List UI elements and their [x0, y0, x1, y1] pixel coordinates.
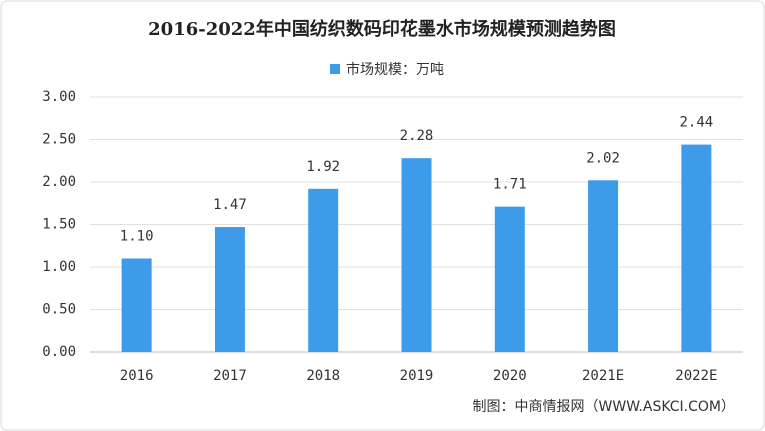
- x-tick-label: 2021E: [582, 368, 624, 384]
- data-label: 2.02: [586, 150, 620, 166]
- y-tick-label: 1.50: [42, 217, 76, 233]
- data-label: 1.47: [213, 197, 247, 213]
- bar: [121, 258, 152, 352]
- bar: [308, 188, 339, 352]
- y-tick-label: 2.50: [42, 132, 76, 148]
- y-tick-label: 2.00: [42, 174, 76, 190]
- bar: [588, 180, 619, 352]
- data-label: 1.92: [306, 159, 340, 175]
- bar: [401, 158, 432, 352]
- x-tick-label: 2020: [493, 368, 527, 384]
- legend-label: 市场规模：万吨: [346, 61, 444, 78]
- x-tick-label: 2022E: [675, 368, 717, 384]
- bar: [494, 206, 525, 352]
- x-tick-label: 2016: [120, 368, 154, 384]
- y-tick-label: 0.00: [42, 344, 76, 360]
- bar: [681, 144, 712, 352]
- data-label: 2.28: [400, 128, 434, 144]
- data-label: 1.71: [493, 177, 527, 193]
- bar: [214, 227, 245, 352]
- data-label: 1.10: [120, 229, 154, 245]
- x-tick-label: 2019: [400, 368, 434, 384]
- y-tick-label: 3.00: [42, 89, 76, 105]
- x-tick-label: 2017: [213, 368, 247, 384]
- x-tick-label: 2018: [306, 368, 340, 384]
- chart-title: 2016-2022年中国纺织数码印花墨水市场规模预测趋势图: [148, 18, 616, 40]
- legend-swatch: [330, 64, 340, 74]
- source-note: 制图：中商情报网（WWW.ASKCI.COM）: [473, 399, 735, 415]
- y-tick-label: 1.00: [42, 259, 76, 275]
- y-tick-label: 0.50: [42, 302, 76, 318]
- data-label: 2.44: [679, 115, 713, 131]
